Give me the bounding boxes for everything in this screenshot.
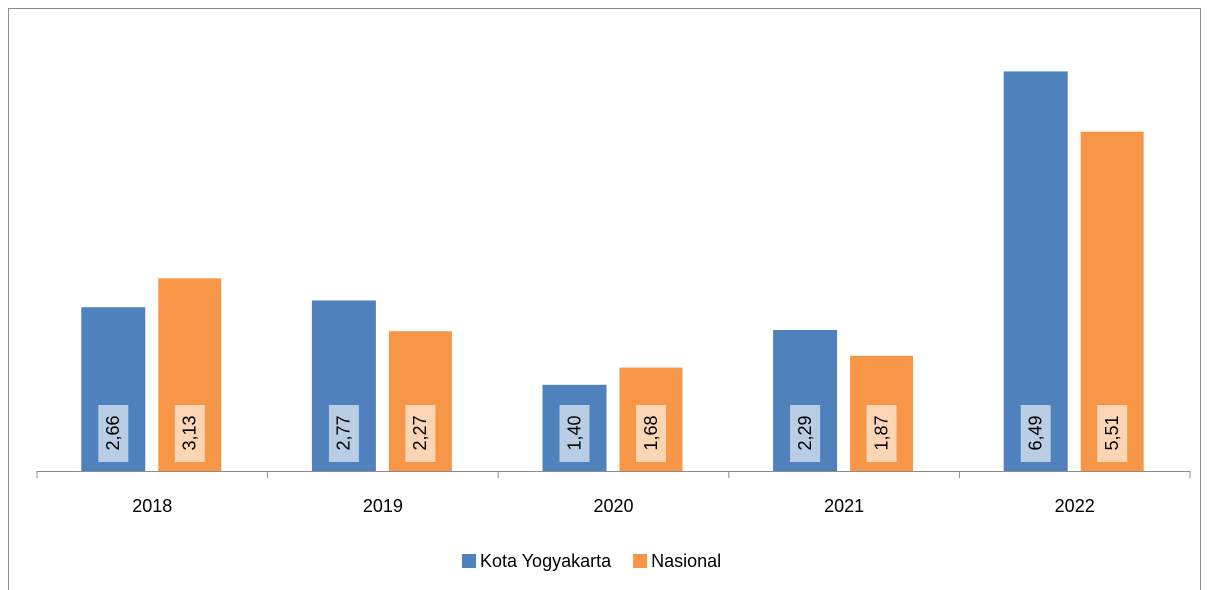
value-label: 2,27 — [410, 415, 430, 450]
value-label-box — [1020, 405, 1051, 462]
legend-swatch — [633, 554, 648, 568]
x-tick-label: 2022 — [1055, 496, 1095, 516]
x-tick-label: 2021 — [824, 496, 864, 516]
x-tick-label: 2018 — [132, 496, 172, 516]
value-label-box — [790, 405, 821, 462]
value-label-box — [1097, 405, 1128, 462]
value-label-box — [98, 405, 129, 462]
x-tick-label: 2020 — [593, 496, 633, 516]
value-label: 2,66 — [103, 415, 123, 450]
bar — [1003, 71, 1068, 471]
legend-swatch — [462, 554, 476, 568]
value-label-box — [866, 405, 897, 462]
value-label: 5,51 — [1102, 415, 1122, 450]
legend-label: Kota Yogyakarta — [480, 551, 612, 571]
value-label: 2,77 — [334, 415, 354, 450]
value-label: 6,49 — [1025, 415, 1045, 450]
value-label-box — [328, 405, 359, 462]
value-label: 3,13 — [180, 415, 200, 450]
value-label: 1,87 — [871, 415, 891, 450]
value-label-box — [636, 405, 666, 462]
value-label-box — [559, 405, 590, 462]
x-tick-label: 2019 — [363, 496, 403, 516]
value-label: 2,29 — [795, 415, 815, 450]
value-label-box — [405, 405, 436, 462]
value-label: 1,40 — [564, 415, 584, 450]
legend-label: Nasional — [651, 551, 721, 571]
value-label: 1,68 — [641, 415, 661, 450]
value-label-box — [174, 405, 205, 462]
